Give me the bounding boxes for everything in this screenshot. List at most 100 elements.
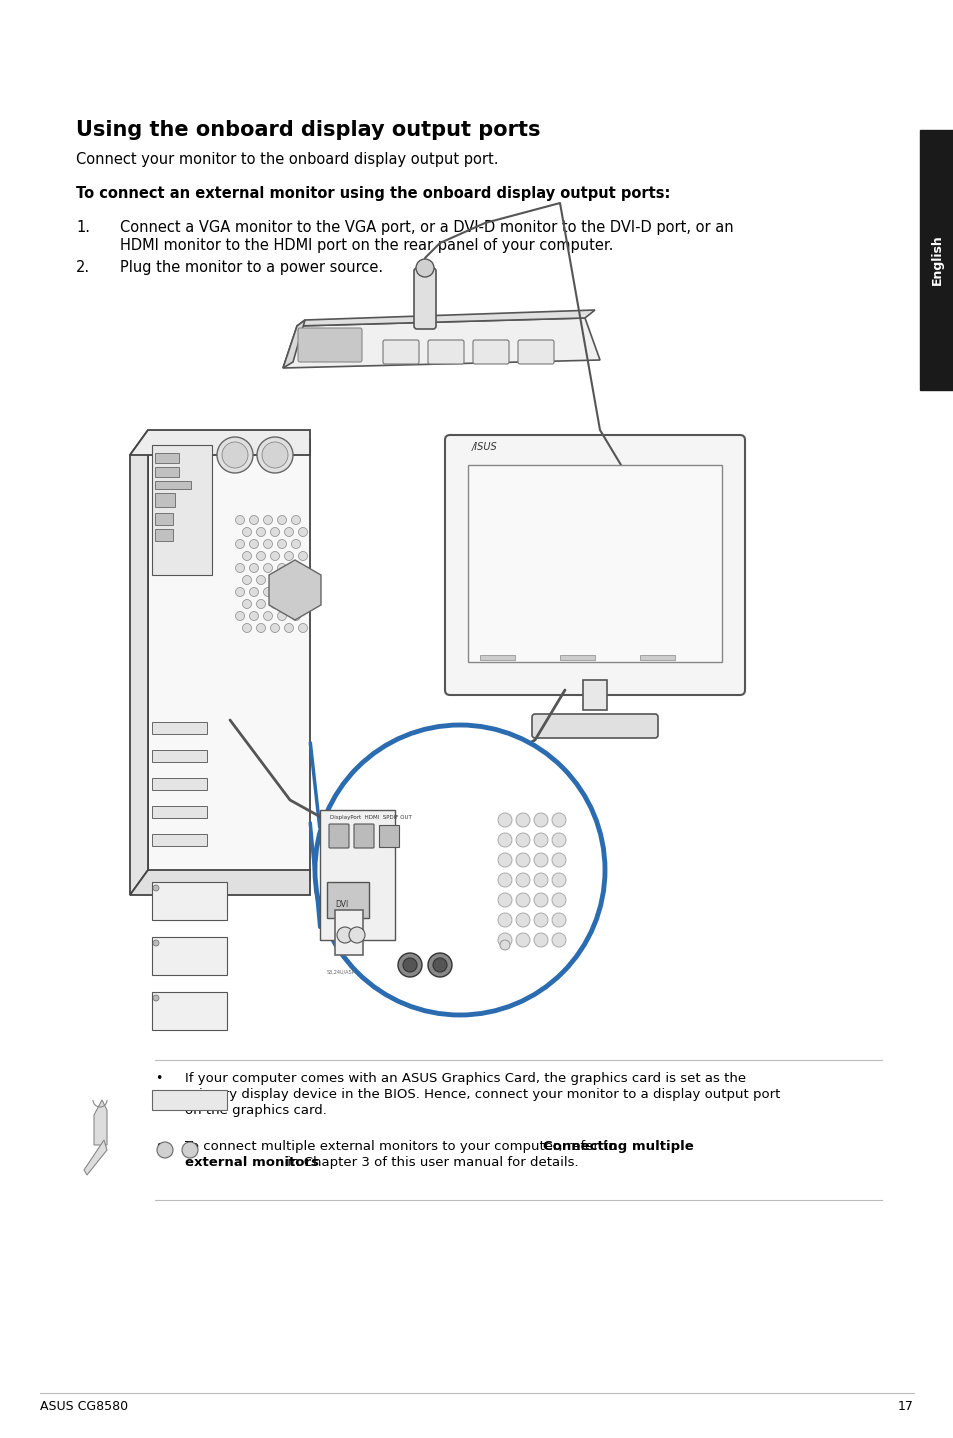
Bar xyxy=(327,881,369,917)
Polygon shape xyxy=(269,559,320,620)
Text: Using the onboard display output ports: Using the onboard display output ports xyxy=(76,119,540,139)
Circle shape xyxy=(516,833,530,847)
Circle shape xyxy=(497,913,512,928)
Circle shape xyxy=(516,812,530,827)
Circle shape xyxy=(271,624,279,633)
Bar xyxy=(479,654,515,660)
Circle shape xyxy=(298,624,307,633)
Bar xyxy=(319,810,395,940)
Circle shape xyxy=(277,588,286,597)
Circle shape xyxy=(433,958,447,972)
FancyBboxPatch shape xyxy=(428,339,463,364)
Polygon shape xyxy=(283,318,599,368)
Bar xyxy=(152,722,207,733)
Circle shape xyxy=(235,611,244,621)
Circle shape xyxy=(242,624,252,633)
Circle shape xyxy=(235,515,244,525)
Circle shape xyxy=(235,539,244,548)
FancyBboxPatch shape xyxy=(517,339,554,364)
Circle shape xyxy=(242,600,252,608)
Text: S3,24U/ASP: S3,24U/ASP xyxy=(327,971,355,975)
FancyBboxPatch shape xyxy=(473,339,509,364)
Bar xyxy=(468,464,721,661)
Circle shape xyxy=(235,588,244,597)
Circle shape xyxy=(256,624,265,633)
Circle shape xyxy=(552,913,565,928)
Text: DVI: DVI xyxy=(335,900,348,909)
Circle shape xyxy=(497,833,512,847)
Circle shape xyxy=(250,515,258,525)
Bar xyxy=(152,834,207,846)
Circle shape xyxy=(157,1142,172,1158)
Polygon shape xyxy=(296,311,595,326)
Circle shape xyxy=(263,539,273,548)
Circle shape xyxy=(416,259,434,278)
Circle shape xyxy=(250,539,258,548)
Circle shape xyxy=(534,833,547,847)
Circle shape xyxy=(277,611,286,621)
Circle shape xyxy=(263,588,273,597)
Bar xyxy=(148,440,310,880)
FancyBboxPatch shape xyxy=(444,436,744,695)
Circle shape xyxy=(534,853,547,867)
Circle shape xyxy=(256,575,265,584)
Text: English: English xyxy=(929,234,943,285)
Circle shape xyxy=(152,940,159,946)
Circle shape xyxy=(292,588,300,597)
Circle shape xyxy=(263,515,273,525)
Circle shape xyxy=(277,539,286,548)
Circle shape xyxy=(284,552,294,561)
Bar xyxy=(154,513,172,525)
Circle shape xyxy=(263,564,273,572)
Circle shape xyxy=(256,437,293,473)
Text: 17: 17 xyxy=(897,1401,913,1414)
Circle shape xyxy=(242,528,252,536)
Circle shape xyxy=(271,528,279,536)
Text: Plug the monitor to a power source.: Plug the monitor to a power source. xyxy=(120,260,383,275)
Bar xyxy=(639,654,675,660)
Text: on the graphics card.: on the graphics card. xyxy=(185,1104,327,1117)
FancyBboxPatch shape xyxy=(382,339,418,364)
Bar xyxy=(154,529,172,541)
Bar xyxy=(152,444,212,575)
Bar xyxy=(152,881,227,920)
Polygon shape xyxy=(130,430,310,454)
Circle shape xyxy=(271,575,279,584)
Circle shape xyxy=(292,515,300,525)
Circle shape xyxy=(256,600,265,608)
Circle shape xyxy=(277,564,286,572)
Text: Connecting multiple: Connecting multiple xyxy=(542,1140,693,1153)
Circle shape xyxy=(284,600,294,608)
Circle shape xyxy=(497,893,512,907)
Bar xyxy=(378,825,398,847)
Circle shape xyxy=(222,441,248,467)
Text: primary display device in the BIOS. Hence, connect your monitor to a display out: primary display device in the BIOS. Henc… xyxy=(185,1089,780,1102)
Circle shape xyxy=(428,953,452,976)
Circle shape xyxy=(349,928,365,943)
Circle shape xyxy=(250,611,258,621)
Polygon shape xyxy=(283,321,305,368)
Bar xyxy=(154,453,179,463)
Circle shape xyxy=(552,833,565,847)
Bar xyxy=(152,751,207,762)
Bar xyxy=(152,1090,227,1110)
Circle shape xyxy=(497,853,512,867)
Circle shape xyxy=(402,958,416,972)
Text: Connect a VGA monitor to the VGA port, or a DVI-D monitor to the DVI-D port, or : Connect a VGA monitor to the VGA port, o… xyxy=(120,220,733,234)
Circle shape xyxy=(263,611,273,621)
Circle shape xyxy=(235,564,244,572)
Circle shape xyxy=(256,552,265,561)
Bar xyxy=(335,910,363,955)
Text: external monitors: external monitors xyxy=(185,1156,318,1169)
Circle shape xyxy=(516,893,530,907)
Circle shape xyxy=(284,575,294,584)
Bar xyxy=(154,467,179,477)
Text: To connect an external monitor using the onboard display output ports:: To connect an external monitor using the… xyxy=(76,186,670,201)
Circle shape xyxy=(552,812,565,827)
Bar xyxy=(919,129,953,390)
Text: HDMI monitor to the HDMI port on the rear panel of your computer.: HDMI monitor to the HDMI port on the rea… xyxy=(120,239,613,253)
FancyBboxPatch shape xyxy=(532,715,658,738)
Polygon shape xyxy=(130,870,310,894)
Bar xyxy=(152,992,227,1030)
Circle shape xyxy=(284,528,294,536)
